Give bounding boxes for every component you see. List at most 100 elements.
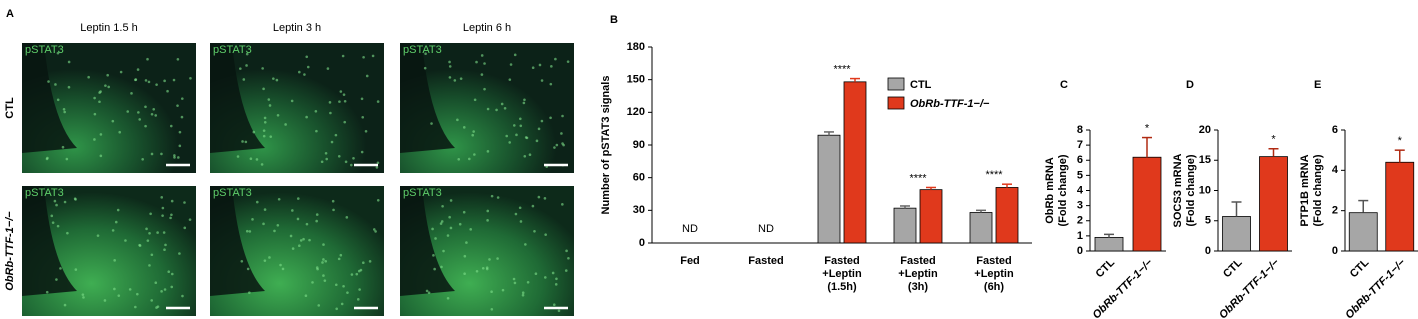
column-title: Leptin 3 h — [273, 22, 321, 34]
cell — [305, 115, 308, 119]
y-tick-label: 180 — [627, 41, 645, 53]
cell — [148, 231, 151, 235]
cell — [176, 58, 180, 61]
y-tick-label: 90 — [633, 139, 645, 151]
cell — [173, 154, 176, 157]
cell — [306, 65, 310, 69]
cell — [549, 82, 553, 86]
annotation: ND — [682, 223, 698, 235]
y-axis-label: Number of pSTAT3 signals — [600, 76, 612, 215]
cell — [136, 68, 140, 71]
cell — [277, 197, 281, 201]
cell — [263, 116, 267, 120]
cell — [463, 254, 467, 258]
cell — [518, 206, 522, 210]
cell — [150, 112, 154, 116]
cell — [364, 130, 368, 133]
cell — [446, 296, 450, 300]
cell — [462, 210, 466, 214]
cell — [47, 80, 50, 83]
y-tick-label: 1 — [1077, 230, 1083, 242]
x-tick-label: CTL — [1221, 256, 1245, 280]
cell — [473, 98, 477, 102]
cell — [116, 208, 120, 212]
cell — [449, 226, 453, 230]
cell — [137, 111, 140, 114]
cell — [67, 60, 71, 64]
cell — [465, 241, 468, 244]
column-title: Leptin 1.5 h — [80, 22, 138, 34]
cell — [45, 290, 49, 294]
cell — [342, 93, 346, 96]
cell — [178, 130, 182, 134]
cell — [154, 114, 158, 117]
cell — [322, 258, 325, 261]
cell — [551, 271, 555, 275]
bar — [995, 187, 1019, 244]
cell — [325, 157, 329, 161]
cell — [148, 264, 151, 267]
cell — [324, 259, 328, 263]
cell — [343, 99, 347, 103]
cell — [471, 133, 475, 137]
cell — [263, 259, 267, 262]
cell — [448, 215, 451, 219]
cell — [55, 278, 58, 281]
cell — [440, 265, 443, 269]
annotation: * — [1398, 135, 1403, 147]
cell — [170, 199, 174, 203]
cell — [554, 57, 557, 61]
cell — [263, 208, 267, 211]
cell — [291, 209, 294, 212]
cell — [540, 79, 544, 82]
cell — [485, 266, 489, 269]
cell — [340, 302, 344, 306]
ventricle — [22, 43, 77, 153]
cell — [308, 238, 311, 242]
cell — [170, 272, 174, 276]
cell — [337, 257, 341, 261]
cell — [276, 113, 280, 117]
cell — [156, 231, 159, 234]
cell — [523, 98, 526, 102]
cell — [290, 99, 294, 103]
cell — [66, 231, 69, 235]
cell — [166, 89, 169, 93]
cell — [495, 108, 498, 112]
bar — [1259, 156, 1288, 252]
y-tick-label: 30 — [633, 204, 645, 216]
cell — [342, 284, 345, 288]
cell — [279, 263, 282, 267]
cell — [322, 243, 325, 246]
cell — [161, 206, 165, 210]
ventricle — [400, 43, 455, 153]
cell — [189, 77, 192, 80]
cell — [188, 218, 192, 221]
cell — [513, 53, 517, 57]
cell — [549, 116, 552, 120]
cell — [138, 118, 142, 121]
cell — [334, 133, 338, 137]
cell — [172, 78, 176, 82]
cell — [155, 83, 158, 86]
cell — [245, 229, 249, 233]
cell — [55, 203, 58, 207]
cell — [496, 257, 499, 260]
cell — [512, 124, 516, 127]
panel-label: E — [1314, 79, 1321, 91]
cell — [567, 256, 570, 260]
cell — [508, 78, 512, 81]
cell — [432, 254, 435, 257]
cell — [490, 290, 493, 294]
cell — [475, 269, 479, 273]
annotation: * — [1271, 134, 1276, 146]
cell — [512, 277, 516, 281]
cell — [169, 216, 172, 220]
cell — [240, 259, 244, 263]
cell — [449, 199, 453, 202]
cell — [345, 216, 349, 219]
cell — [329, 111, 332, 115]
cell — [124, 239, 127, 242]
cell — [486, 107, 490, 111]
